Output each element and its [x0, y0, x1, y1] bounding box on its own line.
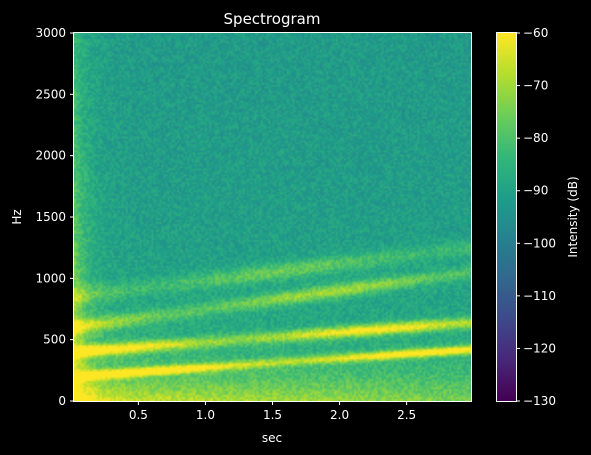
y-tick-label: 500: [43, 333, 66, 347]
x-axis-label: sec: [262, 431, 282, 445]
y-tick-label: 0: [58, 394, 66, 408]
colorbar-label: Intensity (dB): [566, 176, 580, 257]
plot-area: [73, 32, 472, 402]
chart-title: Spectrogram: [224, 10, 321, 28]
colorbar-tick-label: −60: [523, 26, 548, 40]
x-tick-label: 1.5: [263, 408, 282, 422]
y-tick-label: 2000: [35, 149, 66, 163]
x-tick-label: 2.0: [330, 408, 349, 422]
colorbar-tick-label: −90: [523, 184, 548, 198]
colorbar-axis: −60 −70 −80 −90 −100 −110 −120 −130: [516, 26, 556, 408]
y-tick-label: 1500: [35, 210, 66, 224]
x-tick-label: 0.5: [129, 408, 148, 422]
colorbar-tick-label: −80: [523, 131, 548, 145]
y-axis: 0 500 1000 1500 2000 2500 3000: [35, 26, 74, 408]
x-tick-label: 1.0: [196, 408, 215, 422]
y-tick-label: 2500: [35, 87, 66, 101]
colorbar-tick-label: −110: [523, 289, 556, 303]
y-tick-label: 1000: [35, 271, 66, 285]
colorbar-tick-label: −120: [523, 341, 556, 355]
colorbar-tick-label: −130: [523, 394, 556, 408]
x-axis: 0.5 1.0 1.5 2.0 2.5: [129, 401, 416, 422]
colorbar-gradient: [497, 33, 516, 401]
colorbar-tick-label: −100: [523, 236, 556, 250]
y-axis-label: Hz: [10, 209, 24, 224]
y-tick-label: 3000: [35, 26, 66, 40]
x-tick-label: 2.5: [397, 408, 416, 422]
colorbar-tick-label: −70: [523, 79, 548, 93]
colorbar: −60 −70 −80 −90 −100 −110 −120 −130: [496, 26, 556, 408]
heatmap-image: [74, 33, 471, 401]
colorbar-frame: [496, 32, 517, 402]
